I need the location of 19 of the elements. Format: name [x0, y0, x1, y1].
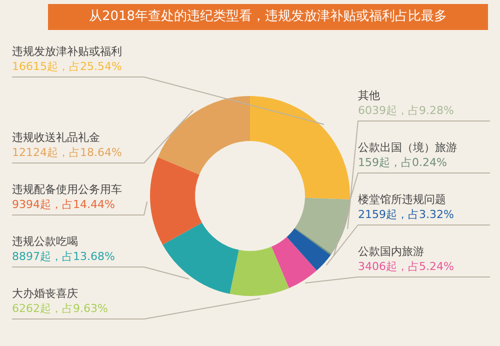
data-label: 159起，占0.24% — [358, 155, 448, 170]
data-label: 9394起，占14.44% — [12, 197, 116, 212]
data-label: 2159起，占3.32% — [358, 207, 454, 222]
slice-label: 违规配备使用公务用车 — [12, 182, 122, 197]
data-label: 12124起，占18.64% — [12, 145, 122, 160]
data-label: 6039起，占9.28% — [358, 103, 454, 118]
slice-label: 大办婚丧喜庆 — [12, 286, 79, 301]
chart-title: 从2018年查处的违纪类型看，违规发放津补贴或福利占比最多 — [48, 4, 488, 30]
slice-label: 公款国内旅游 — [358, 244, 425, 259]
slice-label: 其他 — [358, 88, 381, 103]
data-label: 8897起，占13.68% — [12, 249, 115, 264]
slice-label: 违规发放津补贴或福利 — [12, 44, 122, 59]
slice-label: 楼堂馆所违规问题 — [358, 192, 447, 207]
data-label: 3406起，占5.24% — [358, 259, 454, 274]
data-label: 16615起，占25.54% — [12, 59, 122, 74]
slice-label: 违规公款吃喝 — [12, 234, 79, 249]
slice-label: 公款出国（境）旅游 — [358, 140, 457, 155]
slice-label: 违规收送礼品礼金 — [12, 130, 101, 145]
data-label: 6262起，占9.63% — [12, 301, 108, 316]
